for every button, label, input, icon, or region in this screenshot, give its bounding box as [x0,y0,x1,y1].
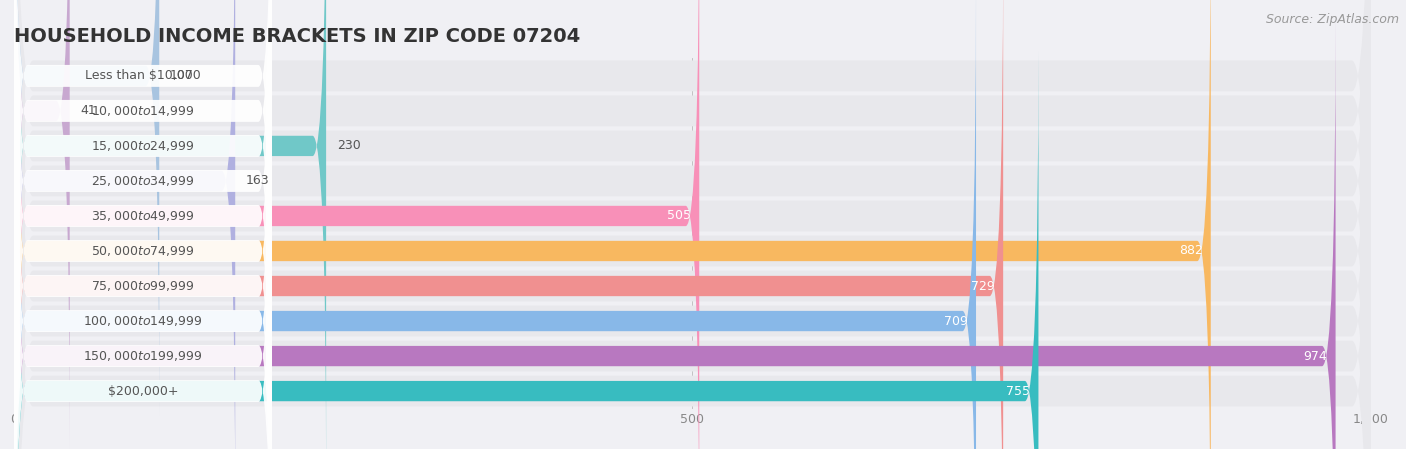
FancyBboxPatch shape [14,0,1371,449]
Text: $150,000 to $199,999: $150,000 to $199,999 [83,349,202,363]
FancyBboxPatch shape [14,0,1371,449]
Text: HOUSEHOLD INCOME BRACKETS IN ZIP CODE 07204: HOUSEHOLD INCOME BRACKETS IN ZIP CODE 07… [14,26,581,46]
FancyBboxPatch shape [14,0,1211,449]
FancyBboxPatch shape [14,0,271,449]
Text: 107: 107 [170,70,194,82]
FancyBboxPatch shape [14,0,159,416]
Text: $50,000 to $74,999: $50,000 to $74,999 [91,244,194,258]
FancyBboxPatch shape [14,0,271,449]
FancyBboxPatch shape [14,16,1336,449]
Text: 974: 974 [1303,350,1327,362]
Text: 882: 882 [1178,245,1202,257]
Text: 729: 729 [972,280,995,292]
FancyBboxPatch shape [14,51,1039,449]
FancyBboxPatch shape [14,0,1371,449]
FancyBboxPatch shape [14,0,271,449]
FancyBboxPatch shape [14,0,1002,449]
Text: 505: 505 [666,210,692,222]
Text: 41: 41 [80,105,96,117]
Text: $15,000 to $24,999: $15,000 to $24,999 [91,139,194,153]
Text: 755: 755 [1007,385,1031,397]
FancyBboxPatch shape [14,0,699,449]
FancyBboxPatch shape [14,0,1371,449]
Text: 709: 709 [943,315,967,327]
Text: $200,000+: $200,000+ [108,385,179,397]
FancyBboxPatch shape [14,0,1371,449]
FancyBboxPatch shape [14,17,271,449]
Text: 163: 163 [246,175,270,187]
FancyBboxPatch shape [14,0,1371,449]
FancyBboxPatch shape [14,0,271,449]
Text: $100,000 to $149,999: $100,000 to $149,999 [83,314,202,328]
Text: $75,000 to $99,999: $75,000 to $99,999 [91,279,194,293]
Text: $10,000 to $14,999: $10,000 to $14,999 [91,104,194,118]
FancyBboxPatch shape [14,0,1371,449]
FancyBboxPatch shape [14,0,271,449]
Text: 230: 230 [337,140,361,152]
FancyBboxPatch shape [14,52,271,449]
FancyBboxPatch shape [14,0,235,449]
FancyBboxPatch shape [14,0,271,449]
FancyBboxPatch shape [14,0,271,449]
FancyBboxPatch shape [14,0,271,415]
FancyBboxPatch shape [14,0,1371,449]
Text: Less than $10,000: Less than $10,000 [86,70,201,82]
Text: $35,000 to $49,999: $35,000 to $49,999 [91,209,194,223]
FancyBboxPatch shape [14,0,976,449]
FancyBboxPatch shape [14,0,1371,449]
Text: Source: ZipAtlas.com: Source: ZipAtlas.com [1265,13,1399,26]
FancyBboxPatch shape [14,0,1371,449]
FancyBboxPatch shape [14,0,70,449]
Text: $25,000 to $34,999: $25,000 to $34,999 [91,174,194,188]
FancyBboxPatch shape [14,0,326,449]
